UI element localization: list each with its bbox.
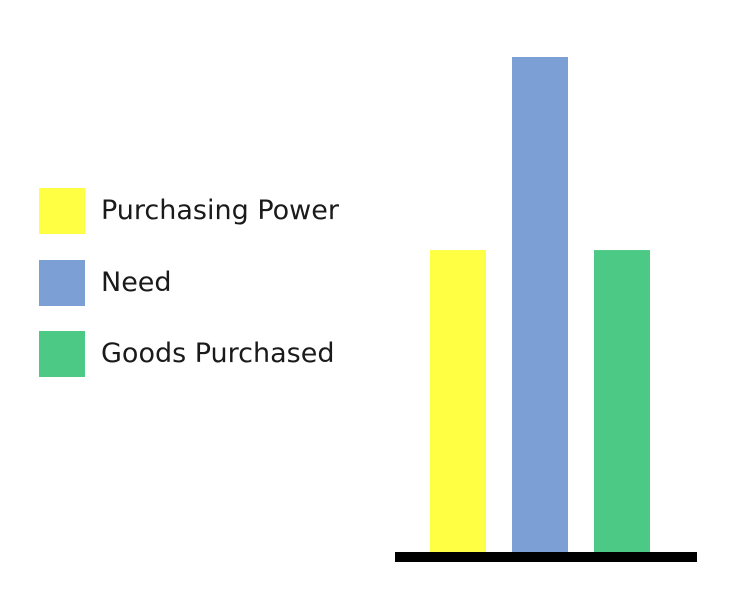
x-axis-baseline <box>395 552 697 562</box>
legend-item-goods-purchased: Goods Purchased <box>39 331 379 377</box>
legend-label-purchasing-power: Purchasing Power <box>101 195 339 226</box>
legend-swatch-goods-purchased <box>39 331 85 377</box>
legend-swatch-need <box>39 260 85 306</box>
legend-label-goods-purchased: Goods Purchased <box>101 338 335 369</box>
bar-purchasing-power <box>430 250 486 553</box>
legend-swatch-purchasing-power <box>39 188 85 234</box>
bar-need <box>512 57 568 552</box>
legend-item-need: Need <box>39 260 379 306</box>
legend-label-need: Need <box>101 267 172 298</box>
bar-goods-purchased <box>594 250 650 553</box>
legend-item-purchasing-power: Purchasing Power <box>39 188 379 234</box>
